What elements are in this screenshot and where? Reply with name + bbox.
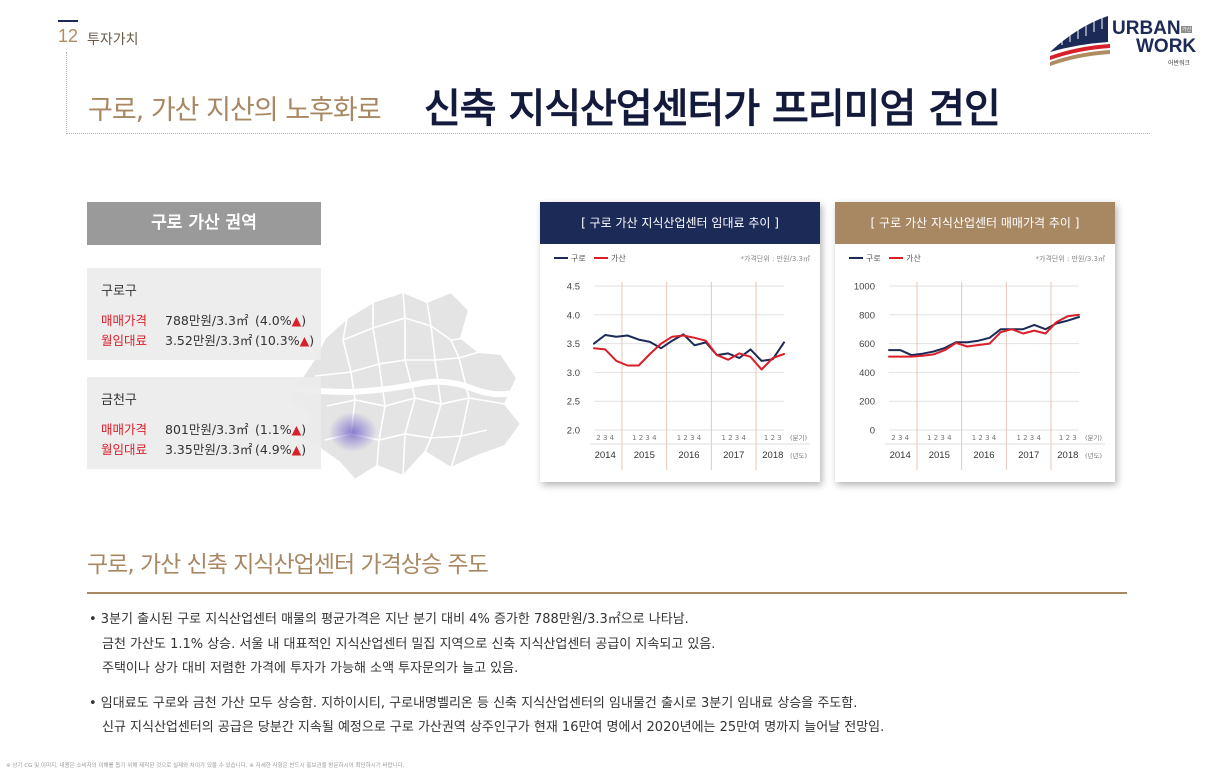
y-tick-label: 800 <box>859 310 875 321</box>
year-tick-label: 2016 <box>678 450 699 461</box>
urban-work-logo-icon <box>1050 16 1110 66</box>
seoul-district-map <box>272 290 523 482</box>
year-tick-label: 2016 <box>973 450 994 461</box>
section-divider <box>87 592 1127 594</box>
page-number-bar <box>58 20 78 22</box>
page-number: 12 <box>58 26 79 46</box>
unit-note: *가격단위 : 만원/3.3㎡ <box>1036 254 1105 263</box>
year-tick-label: 2018 <box>1057 450 1078 461</box>
legend-label: 구로 <box>866 254 881 263</box>
chart-title: [ 구로 가산 지식산업센터 매매가격 추이 ] <box>835 202 1115 244</box>
quarter-axis-unit: (분기) <box>1085 433 1102 442</box>
quarter-tick-label: 2 3 4 <box>596 434 614 442</box>
monthly-rent-row: 월임대료 3.35만원/3.3㎡ (4.9%▲) <box>101 442 307 457</box>
footnote: ※ 상기 CG 및 이미지, 내용은 소비자의 이해를 돕기 위해 제작된 것으… <box>6 763 405 769</box>
dotted-divider-horizontal <box>66 133 1150 134</box>
year-axis-unit: (년도) <box>1085 451 1102 460</box>
logo-text-urban: URBAN <box>1112 18 1181 39</box>
series-line-구로 <box>888 316 1080 357</box>
up-triangle-icon: ▲ <box>291 442 302 457</box>
y-tick-label: 2.5 <box>567 397 580 408</box>
logo-text-work: WORK <box>1136 36 1197 57</box>
quarter-tick-label: 1 2 3 4 <box>721 434 746 442</box>
rent-trend-chart-card: [ 구로 가산 지식산업센터 임대료 추이 ] 구로 가산 *가격단위 : 만원/3… <box>540 202 820 482</box>
y-tick-label: 4.0 <box>567 310 580 321</box>
sale-price-trend-chart-card: [ 구로 가산 지식산업센터 매매가격 추이 ] 구로 가산 *가격단위 : 만원/… <box>835 202 1115 482</box>
y-tick-label: 200 <box>859 397 875 408</box>
legend-label: 구로 <box>571 254 586 263</box>
region-title: 구로 가산 권역 <box>87 202 321 245</box>
quarter-tick-label: 2 3 4 <box>891 434 909 442</box>
quarter-tick-label: 1 2 3 <box>764 434 782 442</box>
year-tick-label: 2018 <box>762 450 783 461</box>
y-tick-label: 3.0 <box>567 368 580 379</box>
rent-trend-chart: 구로 가산 *가격단위 : 만원/3.3㎡ 4.5 4.0 3.5 3.0 2.5 2.0 2 3… <box>554 253 810 470</box>
bullet-item: • 임대료도 구로와 금천 가산 모두 상승함. 지하이시티, 구로내명벨리온 … <box>89 695 885 736</box>
y-tick-label: 3.5 <box>567 339 580 350</box>
y-tick-label: 0 <box>870 426 875 437</box>
legend-label: 가산 <box>611 253 626 263</box>
section-title: 구로, 가산 신축 지식산업센터 가격상승 주도 <box>87 552 489 578</box>
up-triangle-icon: ▲ <box>291 422 302 437</box>
year-tick-label: 2014 <box>595 450 616 461</box>
bullet-item: • 3분기 출시된 구로 지식산업센터 매물의 평균가격은 지난 분기 대비 4… <box>89 612 716 676</box>
sale-price-row: 매매가격 788만원/3.3㎡ (4.0%▲) <box>101 313 307 328</box>
unit-note: *가격단위 : 만원/3.3㎡ <box>741 254 810 263</box>
year-tick-label: 2014 <box>890 450 911 461</box>
quarter-tick-label: 1 2 3 4 <box>632 434 657 442</box>
year-tick-label: 2017 <box>1018 450 1039 461</box>
series-line-가산 <box>888 313 1080 358</box>
year-tick-label: 2015 <box>634 450 655 461</box>
monthly-rent-row: 월임대료 3.52만원/3.3㎡ (10.3%▲) <box>101 333 315 348</box>
region-name: 구로구 <box>101 284 137 299</box>
region-name: 금천구 <box>101 393 137 408</box>
sale-price-trend-chart: 구로 가산 *가격단위 : 만원/3.3㎡ 1000 800 600 400 200 0 2 3 … <box>849 253 1105 470</box>
year-tick-label: 2017 <box>723 450 744 461</box>
y-tick-label: 400 <box>859 368 875 379</box>
y-tick-label: 4.5 <box>567 282 580 293</box>
page-title: 신축 지식산업센터가 프리미엄 견인 <box>424 86 1001 132</box>
legend-label: 가산 <box>906 253 921 263</box>
bullet-list: • 3분기 출시된 구로 지식산업센터 매물의 평균가격은 지난 분기 대비 4… <box>89 608 1129 751</box>
quarter-axis-unit: (분기) <box>790 433 807 442</box>
quarter-tick-label: 1 2 3 4 <box>1016 434 1041 442</box>
logo-badge: 가산 <box>1181 26 1193 33</box>
chart-title: [ 구로 가산 지식산업센터 임대료 추이 ] <box>540 202 820 244</box>
series-line-가산 <box>593 334 785 371</box>
quarter-tick-label: 1 2 3 4 <box>677 434 702 442</box>
year-axis-unit: (년도) <box>790 451 807 460</box>
y-tick-label: 1000 <box>854 282 875 293</box>
region-box-geumcheon: 금천구 매매가격 801만원/3.3㎡ (1.1%▲) 월임대료 3.35만원/3.3… <box>87 377 321 469</box>
logo-subtext: 어반워크 <box>1168 60 1191 67</box>
quarter-tick-label: 1 2 3 4 <box>927 434 952 442</box>
section-name: 투자가치 <box>87 32 139 48</box>
quarter-tick-label: 1 2 3 <box>1059 434 1077 442</box>
y-tick-label: 600 <box>859 339 875 350</box>
up-triangle-icon: ▲ <box>299 333 310 348</box>
y-tick-label: 2.0 <box>567 426 580 437</box>
year-tick-label: 2015 <box>929 450 950 461</box>
up-triangle-icon: ▲ <box>291 313 302 328</box>
page-subtitle: 구로, 가산 지산의 노후화로 <box>88 95 382 126</box>
dotted-divider-vertical <box>66 52 67 134</box>
region-box-guro: 구로구 매매가격 788만원/3.3㎡ (4.0%▲) 월임대료 3.52만원/3.3… <box>87 268 321 360</box>
quarter-tick-label: 1 2 3 4 <box>972 434 997 442</box>
sale-price-row: 매매가격 801만원/3.3㎡ (1.1%▲) <box>101 422 307 437</box>
series-line-구로 <box>593 333 785 362</box>
